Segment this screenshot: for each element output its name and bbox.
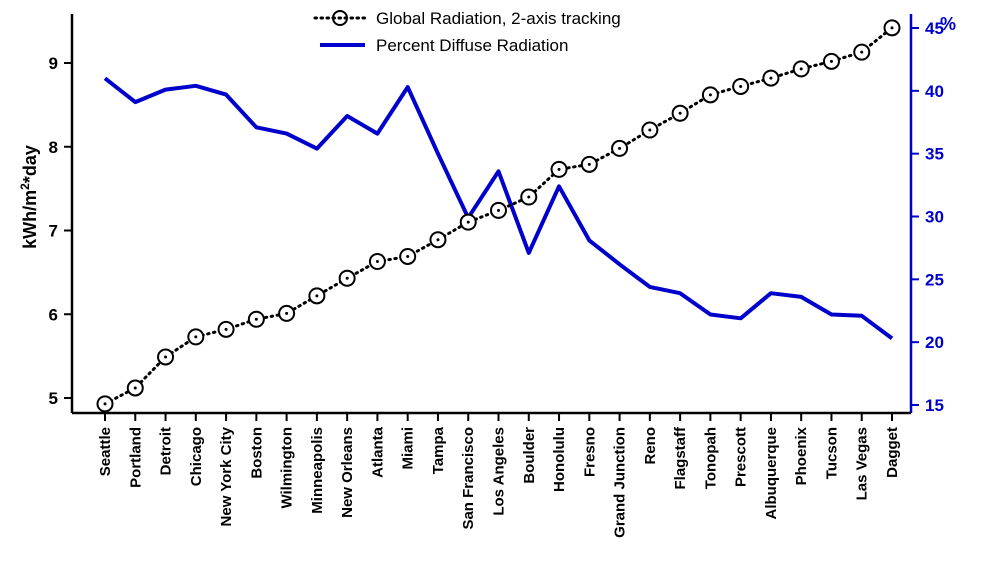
x-tick-label: Honolulu (551, 427, 568, 492)
x-tick-label: New Orleans (339, 427, 356, 518)
global-point-dot (739, 84, 743, 88)
global-point-dot (557, 167, 561, 171)
global-point-dot (799, 67, 803, 71)
global-point-dot (769, 76, 773, 80)
x-tick-label: San Francisco (460, 427, 477, 530)
global-point-dot (103, 402, 107, 406)
y2-axis-label: % (940, 14, 956, 34)
x-tick-label: Dagget (884, 427, 901, 478)
x-tick-label: Reno (642, 427, 659, 465)
right-tick-label: 40 (925, 82, 944, 101)
x-tick-label: Tucson (823, 427, 840, 479)
x-tick-label: Tampa (430, 426, 447, 474)
right-tick-label: 15 (925, 396, 944, 415)
global-point-dot (406, 254, 410, 258)
global-point-dot (466, 220, 470, 224)
x-tick-label: Prescott (733, 427, 750, 487)
x-tick-label: Los Angeles (491, 427, 508, 516)
x-tick-label: Grand Junction (612, 427, 629, 538)
x-tick-label: Portland (127, 427, 144, 488)
global-point-dot (375, 259, 379, 263)
global-point-dot (224, 327, 228, 331)
global-point-dot (678, 111, 682, 115)
global-point-dot (708, 93, 712, 97)
right-tick-label: 25 (925, 270, 944, 289)
legend-global-label: Global Radiation, 2-axis tracking (376, 9, 621, 28)
global-point-dot (133, 386, 137, 390)
x-tick-label: Minneapolis (309, 427, 326, 514)
legend-diffuse-label: Percent Diffuse Radiation (376, 36, 568, 55)
diffuse-line (103, 76, 894, 341)
right-tick-label: 30 (925, 208, 944, 227)
left-y-ticks: 5 6 7 8 9 (49, 54, 72, 408)
legend-global-marker-dot (338, 16, 342, 20)
global-point-dot (254, 317, 258, 321)
global-point-dot (829, 59, 833, 63)
x-tick-label: Flagstaff (672, 426, 689, 490)
global-point-dot (648, 128, 652, 132)
x-tick-label: Chicago (188, 427, 205, 486)
x-tick-label: Phoenix (793, 426, 810, 485)
legend: Global Radiation, 2-axis tracking Percen… (313, 9, 621, 55)
x-tick-label: Wilmington (279, 427, 296, 509)
x-tick-label: Seattle (97, 427, 114, 476)
global-point-dot (164, 355, 168, 359)
global-point-dot (436, 238, 440, 242)
right-tick-label: 45 (925, 19, 944, 38)
right-tick-label: 20 (925, 333, 944, 352)
global-point-dot (497, 208, 500, 212)
legend-global-marker (332, 10, 348, 26)
global-point-dot (194, 335, 198, 339)
right-tick-label: 35 (925, 145, 944, 164)
global-point-dot (890, 26, 894, 30)
series-global-radiation (96, 19, 901, 413)
y-axis-label: kWh/m2*day (18, 145, 40, 249)
global-point-dot (285, 311, 289, 315)
left-tick-label: 6 (49, 305, 58, 324)
global-point-dot (527, 195, 531, 199)
global-point-dot (587, 162, 591, 166)
x-tick-label: Fresno (581, 427, 598, 477)
x-tick-label: Boston (248, 427, 265, 479)
left-tick-label: 5 (49, 389, 58, 408)
series-percent-diffuse (103, 76, 894, 341)
global-point-dot (315, 294, 319, 298)
left-tick-label: 8 (49, 138, 58, 157)
x-tick-label: Atlanta (369, 426, 386, 477)
global-point-dot (345, 276, 349, 280)
x-tick-label: Detroit (158, 427, 175, 475)
x-tick-labels: Seattle Portland Detroit Chicago New York Ci… (97, 426, 901, 538)
x-tick-label: Las Vegas (854, 427, 871, 500)
right-y-ticks: 15 20 25 30 35 40 45 (911, 19, 944, 415)
x-tick-label: Boulder (521, 427, 538, 484)
x-tick-label: Albuquerque (763, 427, 780, 520)
x-tick-label: New York City (218, 426, 235, 526)
x-ticks (104, 413, 893, 421)
left-tick-label: 9 (49, 54, 58, 73)
global-point-dot (860, 50, 864, 54)
x-tick-label: Tonopah (702, 427, 719, 489)
left-tick-label: 7 (49, 222, 58, 241)
x-tick-label: Miami (400, 427, 417, 470)
global-point-dot (618, 146, 622, 150)
